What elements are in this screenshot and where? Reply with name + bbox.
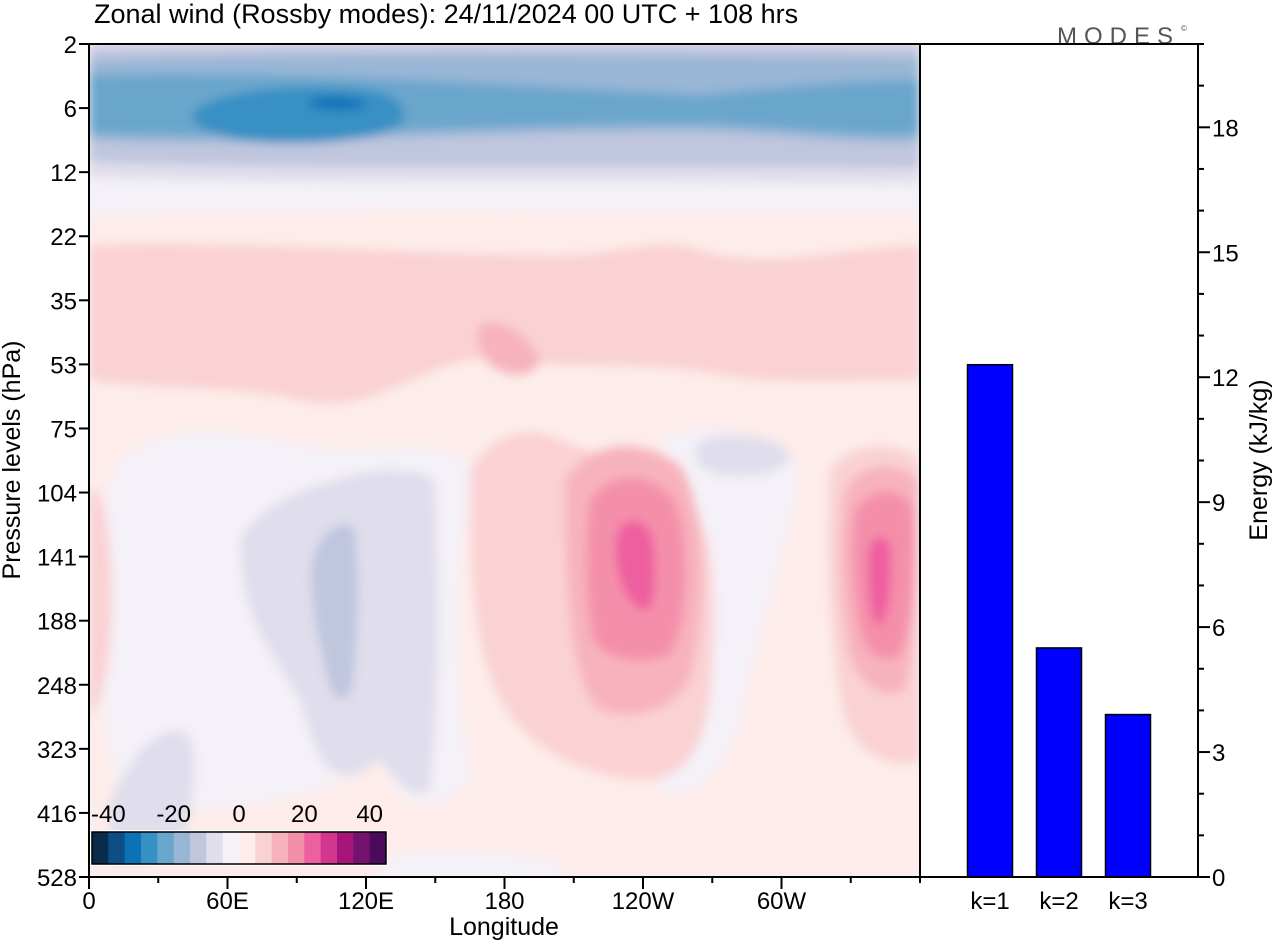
energy-frame <box>919 43 1199 878</box>
colorbar-cell <box>206 832 224 864</box>
contour-neg-2-column <box>311 524 358 699</box>
colorbar-cell <box>173 832 191 864</box>
colorbar-cell <box>124 832 142 864</box>
colorbar-cell <box>141 832 158 864</box>
y-tick-label: 22 <box>50 224 77 251</box>
y-tick-label: 2 <box>64 32 77 59</box>
colorbar-cell <box>304 832 322 864</box>
energy-bar <box>966 363 1014 878</box>
x-tick-label: 180 <box>484 888 524 915</box>
y-tick-label: 323 <box>37 737 77 764</box>
x-axis-label: Longitude <box>449 913 559 941</box>
colorbar-cell <box>271 832 289 864</box>
x-axis: 0 60E 120E 180 120W 60W <box>82 877 921 915</box>
y-tick-label: 248 <box>37 673 77 700</box>
contour-neg-1-east <box>695 435 790 477</box>
x-tick-label: 120W <box>612 888 675 915</box>
colorbar-cell <box>320 832 338 864</box>
energy-tick-label: 0 <box>1212 865 1225 892</box>
y-tick-label: 188 <box>37 609 77 636</box>
chart-title: Zonal wind (Rossby modes): 24/11/2024 00… <box>94 0 798 29</box>
y-axis-label: Pressure levels (hPa) <box>0 341 26 580</box>
colorbar-tick-label: 0 <box>232 801 245 828</box>
colorbar-cell <box>353 832 371 864</box>
y-tick-label: 12 <box>50 160 77 187</box>
contour-pos-5-east <box>868 536 892 626</box>
colorbar-cell <box>288 832 305 864</box>
energy-bar <box>1104 713 1152 878</box>
energy-axis: 0 3 6 9 12 15 18 <box>1198 43 1239 892</box>
contour-pos-2-west-edge <box>89 488 112 720</box>
energy-axis-label: Energy (kJ/kg) <box>1245 379 1273 540</box>
colorbar: -40 -20 0 20 40 <box>90 801 388 866</box>
colorbar-frame <box>91 831 387 865</box>
energy-tick-label: 18 <box>1212 115 1239 142</box>
energy-bar <box>1035 647 1083 878</box>
colorbar-cell <box>255 832 273 864</box>
energy-bars <box>966 363 1152 878</box>
contour-pos-1-hole-bottom <box>380 850 560 877</box>
contour-pos-2-upper-band <box>89 243 920 404</box>
y-tick-label: 75 <box>50 416 77 443</box>
modes-logo: MODES <box>1057 23 1180 50</box>
x-tick-label: 0 <box>82 888 95 915</box>
energy-tick-label: 3 <box>1212 740 1225 767</box>
y-tick-label: 104 <box>37 481 77 508</box>
contour-pos-5-central <box>615 520 656 611</box>
y-tick-label: 35 <box>50 288 77 315</box>
bar-category-label: k=1 <box>970 888 1009 915</box>
energy-tick-label: 12 <box>1212 365 1239 392</box>
bar-category-labels: k=1 k=2 k=3 <box>970 888 1147 915</box>
contour-neg-band-upper-light <box>89 44 920 60</box>
colorbar-cell <box>369 832 387 864</box>
colorbar-cell <box>222 832 240 864</box>
colorbar-cells <box>90 830 388 866</box>
copyright-mark: © <box>1181 24 1187 33</box>
x-tick-label: 120E <box>338 888 394 915</box>
energy-panel: k=1 k=2 k=3 0 3 6 9 12 15 18 Energy (kJ/kg) <box>919 43 1273 915</box>
colorbar-cell <box>337 832 354 864</box>
colorbar-tick-label: -40 <box>91 801 126 828</box>
colorbar-cell <box>92 832 109 864</box>
bar-category-label: k=2 <box>1039 888 1078 915</box>
y-axis: 2 6 12 22 35 53 75 104 141 188 248 323 416 528 <box>37 32 89 892</box>
y-tick-label: 416 <box>37 801 77 828</box>
y-tick-label: 528 <box>37 865 77 892</box>
colorbar-labels: -40 -20 0 20 40 <box>91 801 383 828</box>
y-tick-label: 53 <box>50 352 77 379</box>
colorbar-cell <box>190 832 207 864</box>
energy-tick-label: 9 <box>1212 490 1225 517</box>
colorbar-cell <box>157 832 175 864</box>
energy-tick-label: 15 <box>1212 240 1239 267</box>
colorbar-cell <box>108 832 126 864</box>
contour-pos-3-upper-blob <box>477 322 540 375</box>
heatmap-panel: 0 60E 120E 180 120W 60W 2 6 12 22 35 53 75 104 141 188… <box>0 32 921 941</box>
y-tick-label: 141 <box>37 545 77 572</box>
y-tick-label: 6 <box>64 96 77 123</box>
colorbar-tick-label: -20 <box>156 801 191 828</box>
colorbar-cell <box>239 832 256 864</box>
contour-neg-min <box>310 96 368 111</box>
bar-category-label: k=3 <box>1108 888 1147 915</box>
colorbar-tick-label: 40 <box>356 801 383 828</box>
x-tick-label: 60W <box>757 888 807 915</box>
colorbar-tick-label: 20 <box>291 801 318 828</box>
x-tick-label: 60E <box>206 888 249 915</box>
energy-tick-label: 6 <box>1212 615 1225 642</box>
